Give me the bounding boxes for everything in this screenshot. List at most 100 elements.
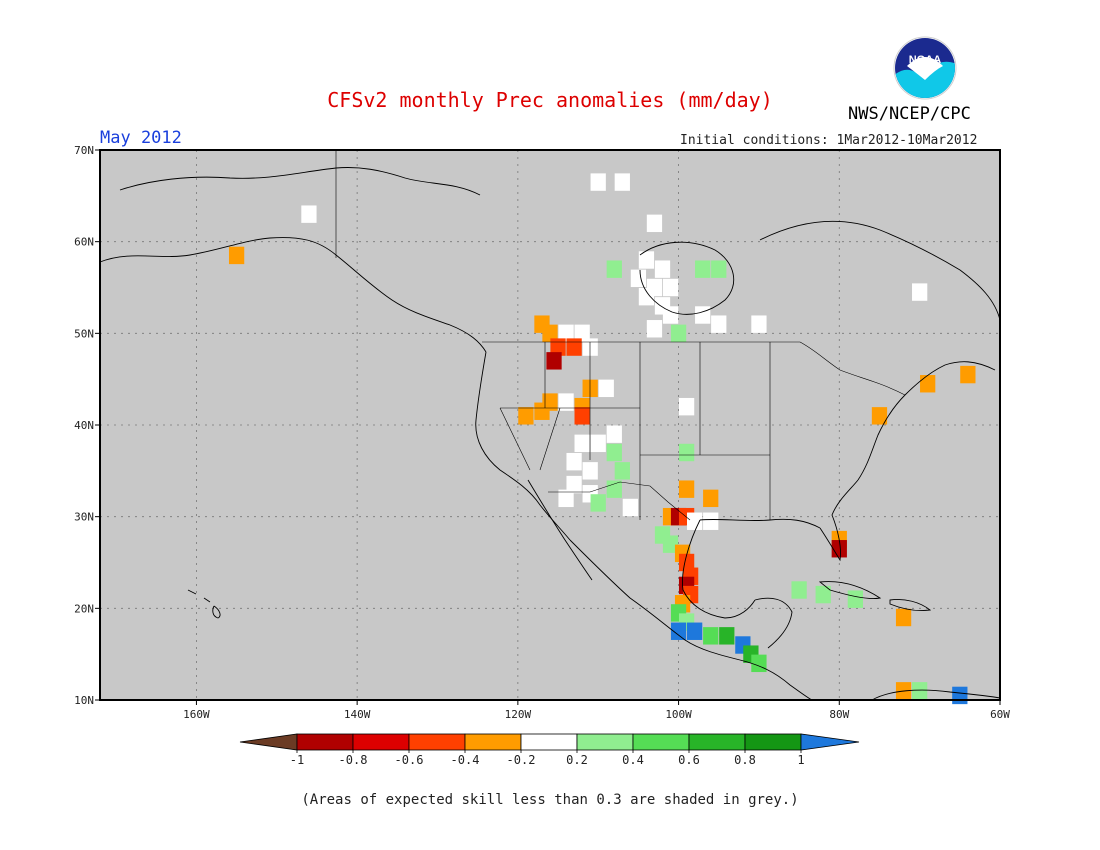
anomaly-cell — [614, 173, 630, 191]
anomaly-cell — [719, 627, 735, 645]
lon-tick-label: 140W — [344, 708, 371, 721]
anomaly-cell — [711, 315, 727, 333]
colorbar-box — [520, 733, 578, 751]
baja-coast — [527, 479, 593, 581]
colorbar-box — [632, 733, 690, 751]
colorbar-box — [576, 733, 634, 751]
anomaly-cell — [638, 251, 655, 269]
anomaly-cell — [662, 278, 679, 297]
anomaly-cell — [662, 535, 679, 553]
anomaly-cell — [534, 402, 550, 420]
lat-tick-label: 20N — [74, 602, 94, 615]
hudson-bay-coast — [639, 241, 735, 315]
anomaly-cell — [678, 553, 695, 572]
florida-coast — [819, 479, 859, 562]
anomaly-cell — [678, 443, 695, 462]
anomaly-cell — [566, 338, 582, 356]
labrador-coast — [759, 220, 1001, 321]
political-borders — [335, 150, 906, 521]
cuba-coast — [818, 581, 882, 599]
hawaii-coast — [187, 589, 221, 619]
anomaly-cell — [678, 480, 695, 498]
anomaly-cell — [646, 214, 663, 233]
anomaly-cell — [751, 315, 767, 333]
anomaly-cell — [687, 512, 703, 530]
alaska-north-coast — [119, 167, 481, 196]
agency-label: NWS/NCEP/CPC — [848, 104, 971, 124]
anomaly-cell — [598, 379, 614, 398]
initial-conditions: Initial conditions: 1Mar2012-10Mar2012 — [680, 133, 978, 148]
anomaly-cell — [228, 246, 245, 265]
anomaly-cell — [590, 434, 606, 453]
anomaly-cell — [711, 260, 727, 278]
us-mexico-border — [548, 481, 691, 521]
anomaly-cell — [606, 480, 622, 498]
noaa-logo-text: NOAA — [909, 54, 941, 66]
colorbar-label: 0.8 — [734, 753, 756, 767]
anomaly-cell — [695, 260, 711, 278]
anomaly-cell — [638, 287, 655, 306]
gulf-north-coast — [699, 518, 821, 529]
lon-tick-label: 120W — [505, 708, 532, 721]
anomaly-cell — [606, 260, 622, 278]
colorbar-box — [744, 733, 802, 751]
anomaly-cell — [920, 375, 936, 393]
skill-footnote: (Areas of expected skill less than 0.3 a… — [301, 792, 799, 808]
colorbar-box — [688, 733, 746, 751]
lat-tick-label: 10N — [74, 694, 94, 707]
anomaly-cell — [518, 407, 534, 425]
west-coast — [475, 351, 571, 541]
colorbar-left-arrow — [239, 733, 298, 751]
anomaly-cell — [703, 512, 719, 530]
anomaly-cell — [622, 498, 638, 517]
lat-tick-label: 30N — [74, 511, 94, 524]
lon-tick-label: 60W — [990, 708, 1010, 721]
anomaly-map: 160W 140W 120W 100W 80W 60W 70N 60N 50N 40N 30N 20N… — [74, 144, 1010, 767]
colorbar-box — [296, 733, 354, 751]
anomaly-cell — [871, 407, 888, 425]
anomaly-cell — [301, 205, 317, 223]
colorbar-label: -0.2 — [507, 753, 536, 767]
anomaly-cell — [558, 324, 574, 343]
map-title: CFSv2 monthly Prec anomalies (mm/day) — [327, 88, 773, 112]
anomaly-cell — [847, 590, 863, 608]
anomaly-cell — [687, 622, 703, 640]
yucatan-coast — [754, 597, 793, 649]
anomaly-cell — [912, 682, 928, 700]
hispaniola-coast — [889, 599, 932, 611]
anomaly-cell — [703, 627, 719, 645]
noaa-logo: NOAA — [893, 36, 957, 100]
anomaly-cell — [751, 654, 767, 673]
anomaly-cell — [566, 475, 582, 494]
anomaly-cell — [566, 452, 582, 471]
colorbar-label: -0.4 — [451, 753, 480, 767]
anomaly-cell — [590, 173, 606, 191]
forecast-month: May 2012 — [100, 128, 182, 148]
anomaly-cell — [574, 324, 590, 343]
colorbar-label: 0.6 — [678, 753, 700, 767]
lon-tick-label: 160W — [183, 708, 210, 721]
anomaly-cell — [630, 269, 647, 288]
colorbar-box — [352, 733, 410, 751]
anomaly-cell — [662, 306, 679, 324]
lat-tick-label: 50N — [74, 327, 94, 340]
central-america-coast — [739, 659, 813, 701]
us-canada-border — [482, 341, 906, 396]
alaska-coast — [99, 237, 487, 353]
mexico-pacific-coast — [569, 539, 741, 661]
colorbar-label: -0.8 — [339, 753, 368, 767]
anomaly-cell — [670, 622, 687, 640]
gulf-coast — [682, 519, 756, 619]
anomaly-cell — [895, 608, 912, 627]
colorbar-label: 1 — [797, 753, 804, 767]
lon-tick-label: 100W — [665, 708, 692, 721]
anomaly-cell — [582, 462, 598, 480]
colorbar-label: -1 — [290, 753, 304, 767]
anomaly-cell — [542, 324, 558, 343]
anomaly-cell — [590, 494, 606, 512]
colorbar-box — [464, 733, 522, 751]
anomaly-cell — [654, 260, 671, 278]
colorbar: -1 -0.8 -0.6 -0.4 -0.2 0.2 0.4 0.6 0.8 1 — [239, 733, 860, 767]
lon-tick-label: 80W — [829, 708, 849, 721]
colorbar-right-arrow — [800, 733, 860, 751]
